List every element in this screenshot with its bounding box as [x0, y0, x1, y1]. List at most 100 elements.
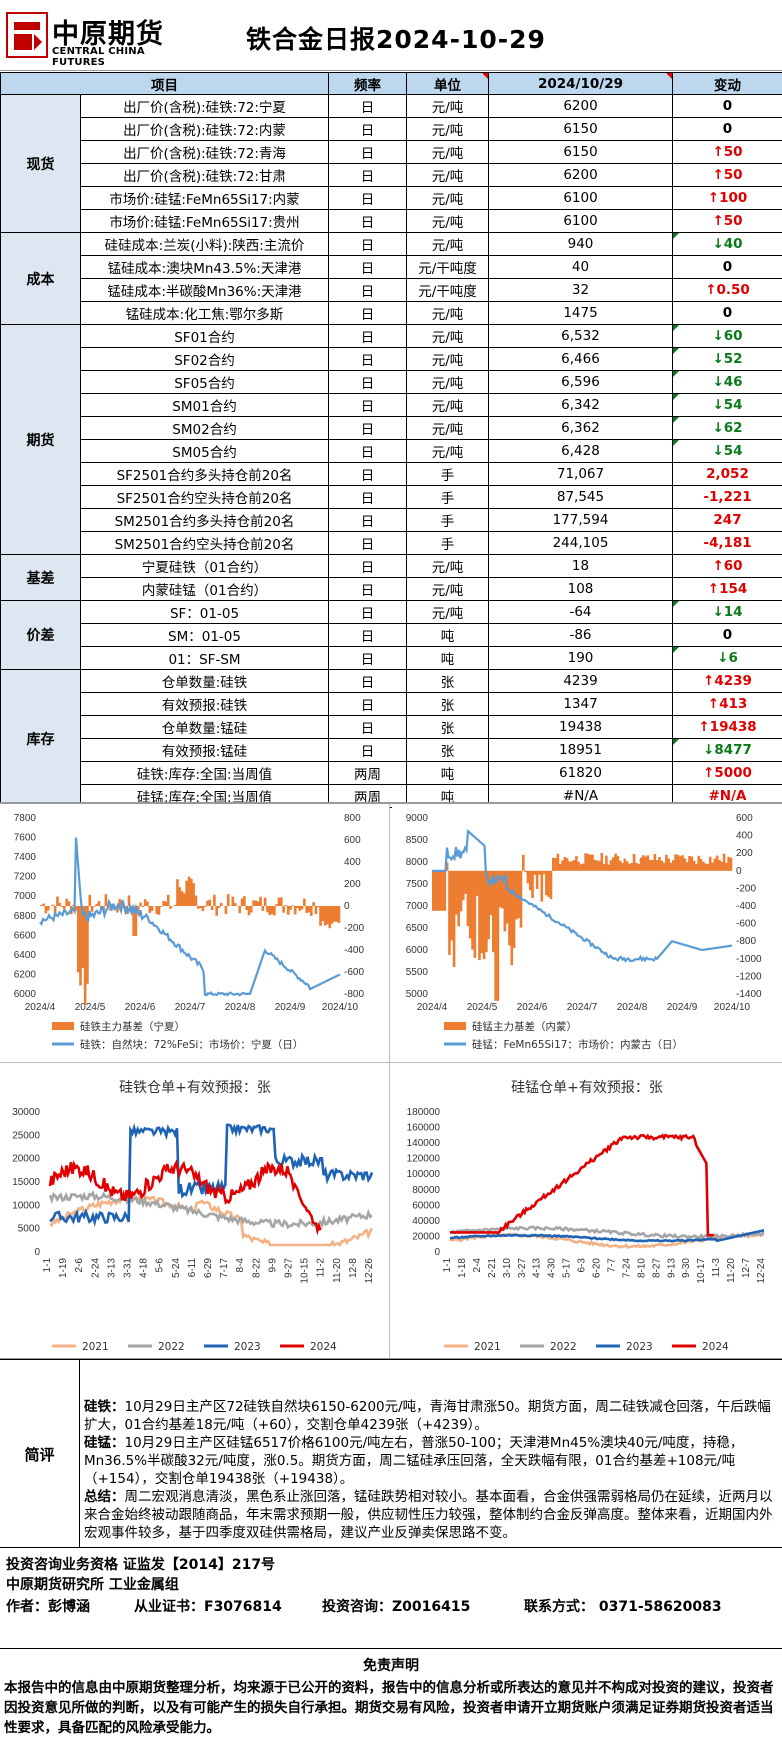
sm-basis-chart: 9000 8500 8000 7500 7000 6500 6000 5500 5000 600 4…	[392, 804, 782, 1056]
x-tick: 6-11	[187, 1258, 198, 1278]
basis-bar	[118, 898, 122, 906]
basis-bar	[183, 893, 186, 906]
unit-cell: 元/干吨度	[406, 278, 489, 302]
x-tick: 9-13	[666, 1258, 677, 1278]
x-tick: 2024/6	[125, 1002, 156, 1013]
change-value: 50	[723, 213, 743, 229]
value-cell: -64	[488, 600, 673, 624]
x-tick: 11-20	[726, 1258, 737, 1283]
freq-cell: 日	[328, 416, 407, 440]
basis-bar	[275, 904, 278, 906]
basis-bar	[254, 900, 258, 906]
basis-bar	[681, 855, 684, 871]
basis-bar	[90, 906, 94, 912]
table-row: 库存 仓单数量:硅铁日张 4239 ↑4239	[0, 669, 782, 808]
change-value: 0	[722, 305, 733, 321]
basis-bar	[259, 896, 262, 906]
basis-bar	[280, 897, 283, 906]
data-table: 项目 频率 单位 2024/10/29 变动 现货 出厂价(含税):硅铁:72:宁…	[0, 72, 782, 808]
value-cell: 71,067	[488, 462, 673, 486]
basis-bar	[192, 883, 195, 906]
x-tick: 3-13	[106, 1258, 117, 1278]
freq-cell: 日	[328, 577, 407, 601]
y-right-tick: 0	[736, 866, 742, 877]
item-cell: SM02合约	[80, 416, 329, 440]
basis-bar	[655, 860, 659, 871]
item-cell: SM05合约	[80, 439, 329, 463]
unit-cell: 元/吨	[406, 577, 489, 601]
basis-bar	[600, 853, 604, 871]
change-value: 40	[723, 236, 743, 252]
x-tick: 7-17	[219, 1258, 230, 1278]
unit-cell: 元/吨	[406, 94, 489, 118]
y-tick: 30000	[12, 1107, 40, 1118]
freq-cell: 日	[328, 163, 407, 187]
x-tick: 4-18	[139, 1258, 150, 1278]
table-row: 内蒙硅锰（01合约）日元/吨 108 ↑154	[1, 577, 782, 601]
x-tick: 2024/4	[417, 1002, 448, 1013]
y-left-tick: 6500	[406, 923, 429, 934]
basis-bar	[448, 870, 451, 955]
change-cell: ↓54	[672, 393, 782, 417]
arrow-down-icon: ↓	[703, 742, 715, 758]
y-left-tick: 7400	[14, 852, 37, 863]
arrow-down-icon: ↓	[717, 650, 729, 666]
basis-bar	[450, 870, 454, 941]
table-row: SM01合约日元/吨 6,342 ↓54	[1, 393, 782, 417]
basis-bar	[203, 906, 207, 908]
change-value: -1,221	[703, 489, 752, 505]
basis-bar	[432, 870, 435, 911]
change-cell: ↑50	[672, 163, 782, 187]
basis-bar	[642, 855, 645, 871]
unit-cell: 元/吨	[406, 370, 489, 394]
x-tick: 5-24	[171, 1258, 182, 1278]
basis-bar	[598, 861, 601, 871]
unit-cell: 元/吨	[406, 554, 489, 578]
basis-bar	[485, 870, 488, 953]
change-cell: ↓6	[672, 646, 782, 670]
arrow-up-icon: ↑	[707, 190, 720, 206]
table-row: 出厂价(含税):硅铁:72:青海日元/吨 6150 ↑50	[1, 140, 782, 164]
x-tick: 1-1	[442, 1258, 453, 1273]
basis-bar	[630, 862, 634, 871]
x-tick: 2-24	[90, 1258, 101, 1278]
series-line	[449, 1229, 765, 1243]
value-cell: 108	[488, 577, 673, 601]
arrow-up-icon: ↑	[698, 719, 710, 735]
change-value: 2,052	[706, 466, 749, 482]
basis-bar	[588, 854, 592, 871]
x-tick: 9-30	[681, 1258, 692, 1278]
change-cell: 0	[672, 117, 782, 141]
legend-label-bar: 硅锰主力基差（内蒙）	[472, 1020, 577, 1033]
table-row: SM02合约日元/吨 6,362 ↓62	[1, 416, 782, 440]
basis-bar	[215, 906, 218, 916]
freq-cell: 日	[328, 278, 407, 302]
change-value: 0	[722, 98, 733, 114]
arrow-up-icon: ↑	[703, 673, 715, 689]
x-tick: 10-15	[300, 1258, 311, 1284]
y-left-tick: 6600	[14, 930, 37, 941]
author: 作者：彭博涵	[6, 1599, 90, 1615]
change-value: 46	[723, 374, 743, 390]
item-cell: 硅硅成本:兰炭(小料):陕西:主流价	[80, 232, 329, 256]
table-row: 01：SF-SM 日吨 190 ↓6	[1, 646, 782, 670]
y-left-tick: 5500	[406, 967, 429, 978]
basis-bar	[79, 906, 82, 986]
freq-cell: 日	[328, 554, 407, 578]
basis-bar	[602, 864, 606, 871]
basis-bar	[243, 896, 246, 906]
basis-bar	[639, 857, 643, 871]
basis-bar	[213, 894, 216, 906]
legend-label-line: 硅铁：自然块：72%FeSi：市场价：宁夏（日）	[80, 1038, 303, 1051]
y-right-tick: -1400	[736, 989, 762, 1000]
basis-bar	[607, 864, 610, 871]
series-line	[49, 1192, 374, 1248]
table-row: 现货 出厂价(含税):硅铁:72:宁夏日元/吨 6200 0	[0, 94, 782, 233]
y-tick: 25000	[12, 1130, 40, 1141]
contact: 联系方式： 0371-58620083	[524, 1599, 722, 1615]
company-logo: 中原期货 CENTRAL CHINA FUTURES	[6, 10, 174, 68]
basis-bar	[314, 906, 318, 915]
basis-bar	[586, 853, 590, 871]
basis-bar	[51, 904, 55, 906]
table-row: 有效预报:锰硅日张 18951 ↓8477	[1, 738, 782, 762]
